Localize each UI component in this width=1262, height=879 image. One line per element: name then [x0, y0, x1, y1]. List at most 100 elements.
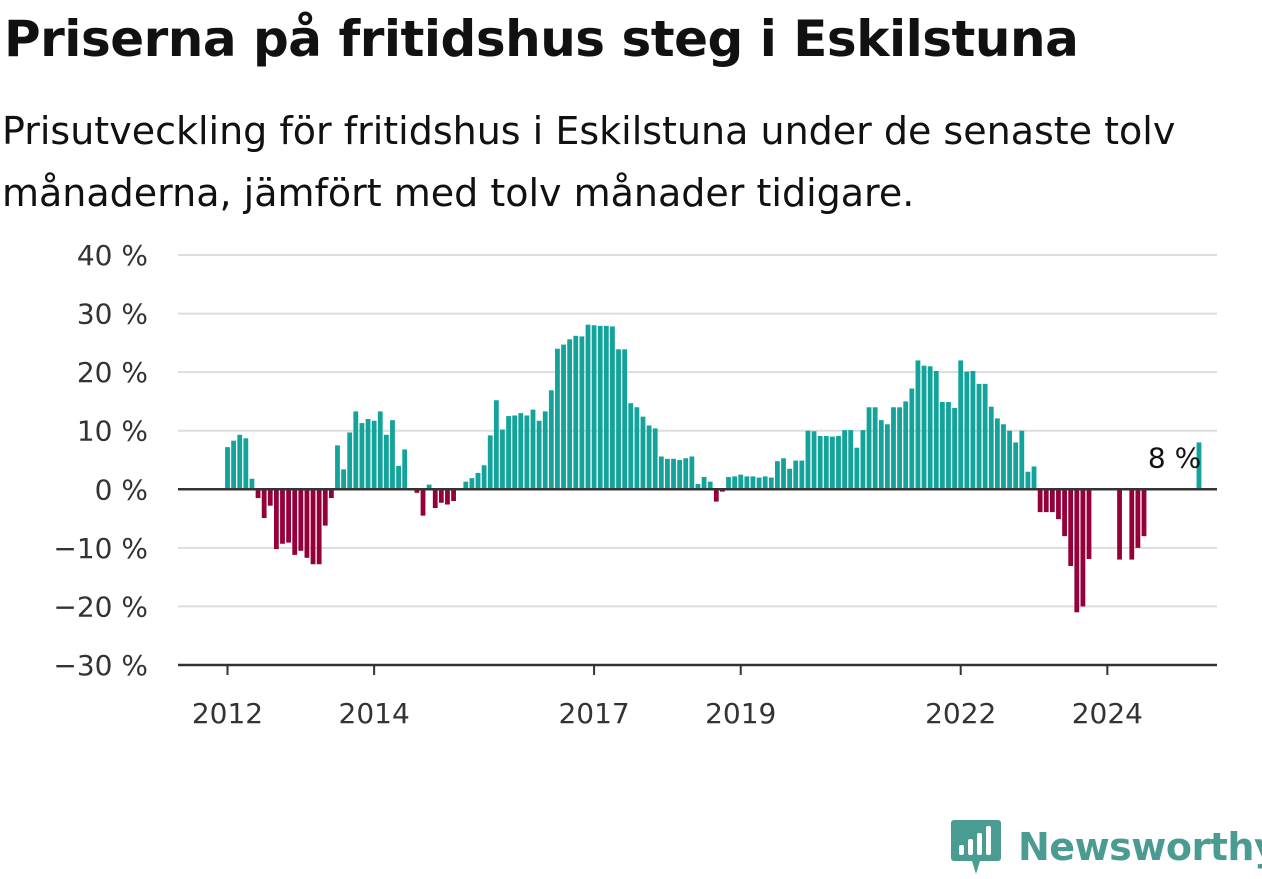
bar — [976, 383, 982, 490]
bar — [1062, 489, 1067, 537]
bar — [836, 435, 841, 490]
bar — [463, 481, 469, 490]
bar — [493, 400, 499, 490]
bar — [634, 407, 640, 490]
bar — [768, 477, 774, 490]
bar — [506, 416, 511, 490]
x-tick-label: 2024 — [1072, 697, 1143, 730]
bar — [946, 402, 951, 490]
bar — [249, 478, 255, 490]
bar — [328, 489, 334, 499]
bar — [304, 489, 310, 558]
bar — [787, 468, 793, 490]
bar — [548, 390, 554, 490]
bar — [603, 325, 609, 490]
bar — [622, 349, 628, 490]
x-tick-label: 2012 — [192, 697, 263, 730]
y-tick-label: 0 % — [95, 473, 148, 506]
bar — [921, 365, 927, 490]
y-tick-label: 20 % — [77, 356, 148, 389]
bar — [573, 335, 579, 490]
y-tick-label: 40 % — [77, 239, 148, 272]
bar — [402, 449, 408, 490]
bar — [756, 477, 762, 490]
bar — [939, 402, 945, 490]
bar — [518, 413, 524, 490]
bar — [530, 409, 536, 490]
bar — [927, 366, 933, 490]
grid-lines — [178, 254, 1217, 608]
bar — [1117, 489, 1122, 560]
chart-subtitle: Prisutveckling för fritidshus i Eskilstu… — [2, 109, 1176, 215]
bar — [658, 456, 664, 490]
bar — [848, 430, 854, 490]
bar — [909, 388, 915, 490]
bar — [1056, 489, 1061, 520]
bar — [799, 460, 805, 490]
bar — [860, 430, 866, 490]
x-tick-label: 2017 — [558, 697, 629, 730]
bar — [383, 434, 389, 490]
bar — [652, 428, 658, 490]
bar — [371, 420, 377, 490]
bar — [432, 489, 438, 509]
bar — [988, 406, 994, 490]
newsworthy-logo-text: Newsworthy — [1018, 825, 1262, 869]
bar — [628, 403, 634, 490]
latest-value-annotation: 8 % — [1148, 441, 1201, 474]
bar — [359, 423, 365, 490]
bar — [335, 445, 340, 490]
bar — [1135, 489, 1141, 548]
bar — [829, 436, 835, 490]
bar — [255, 489, 261, 499]
bar — [347, 432, 353, 490]
bar — [390, 420, 395, 490]
bar — [994, 418, 1000, 490]
bar — [243, 438, 249, 490]
bar — [854, 447, 860, 490]
bar — [1068, 489, 1074, 567]
bar — [542, 411, 548, 490]
y-tick-label: −20 % — [53, 590, 148, 623]
bar — [591, 325, 597, 490]
bar — [713, 489, 719, 502]
bar — [732, 476, 738, 490]
bar — [445, 489, 450, 505]
bar — [237, 434, 243, 490]
bar-series — [225, 324, 1202, 613]
bar — [438, 489, 444, 503]
bar — [536, 420, 542, 490]
bar — [866, 407, 872, 490]
bar — [597, 325, 603, 490]
newsworthy-logo-icon — [951, 820, 1001, 874]
y-axis: 40 % 30 % 20 % 10 % 0 % −10 % −20 % −30 % — [53, 239, 148, 682]
x-tick-label: 2014 — [339, 697, 410, 730]
bar — [878, 420, 884, 490]
bar — [1031, 466, 1037, 490]
bar — [1049, 489, 1055, 513]
bar — [1019, 430, 1025, 490]
bar — [1001, 424, 1006, 490]
bar — [640, 416, 646, 490]
bar — [292, 489, 298, 555]
y-tick-label: 30 % — [77, 298, 148, 331]
bar — [555, 348, 560, 490]
bar — [316, 489, 322, 565]
bar — [775, 461, 780, 490]
bar — [1037, 489, 1043, 513]
bar — [561, 344, 566, 490]
bar — [1013, 442, 1019, 490]
bar — [781, 458, 786, 490]
bar — [964, 371, 970, 490]
newsworthy-logo: Newsworthy — [950, 818, 1262, 876]
bar — [273, 489, 279, 550]
bar — [726, 476, 731, 490]
bar — [426, 484, 432, 490]
bar — [952, 407, 957, 490]
bar — [469, 478, 475, 490]
chart-title: Priserna på fritidshus steg i Eskilstuna — [4, 10, 1079, 68]
bar — [707, 481, 713, 490]
bar — [891, 407, 896, 490]
bar — [933, 370, 939, 490]
